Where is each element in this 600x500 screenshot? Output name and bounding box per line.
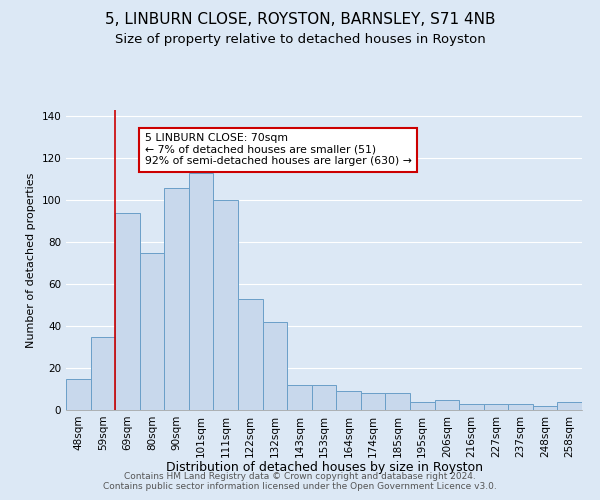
Bar [459, 404, 484, 410]
Bar [66, 378, 91, 410]
Text: Contains public sector information licensed under the Open Government Licence v3: Contains public sector information licen… [103, 482, 497, 491]
Bar [263, 322, 287, 410]
Bar [238, 299, 263, 410]
Bar [533, 406, 557, 410]
Bar [164, 188, 189, 410]
Text: 5 LINBURN CLOSE: 70sqm
← 7% of detached houses are smaller (51)
92% of semi-deta: 5 LINBURN CLOSE: 70sqm ← 7% of detached … [145, 133, 412, 166]
Bar [312, 385, 336, 410]
Bar [214, 200, 238, 410]
Bar [115, 213, 140, 410]
Bar [336, 391, 361, 410]
Text: 5, LINBURN CLOSE, ROYSTON, BARNSLEY, S71 4NB: 5, LINBURN CLOSE, ROYSTON, BARNSLEY, S71… [105, 12, 495, 28]
Bar [140, 252, 164, 410]
Bar [434, 400, 459, 410]
Bar [410, 402, 434, 410]
Text: Size of property relative to detached houses in Royston: Size of property relative to detached ho… [115, 32, 485, 46]
X-axis label: Distribution of detached houses by size in Royston: Distribution of detached houses by size … [166, 461, 482, 474]
Bar [287, 385, 312, 410]
Text: Contains HM Land Registry data © Crown copyright and database right 2024.: Contains HM Land Registry data © Crown c… [124, 472, 476, 481]
Bar [484, 404, 508, 410]
Bar [385, 393, 410, 410]
Y-axis label: Number of detached properties: Number of detached properties [26, 172, 36, 348]
Bar [189, 173, 214, 410]
Bar [91, 336, 115, 410]
Bar [508, 404, 533, 410]
Bar [557, 402, 582, 410]
Bar [361, 393, 385, 410]
